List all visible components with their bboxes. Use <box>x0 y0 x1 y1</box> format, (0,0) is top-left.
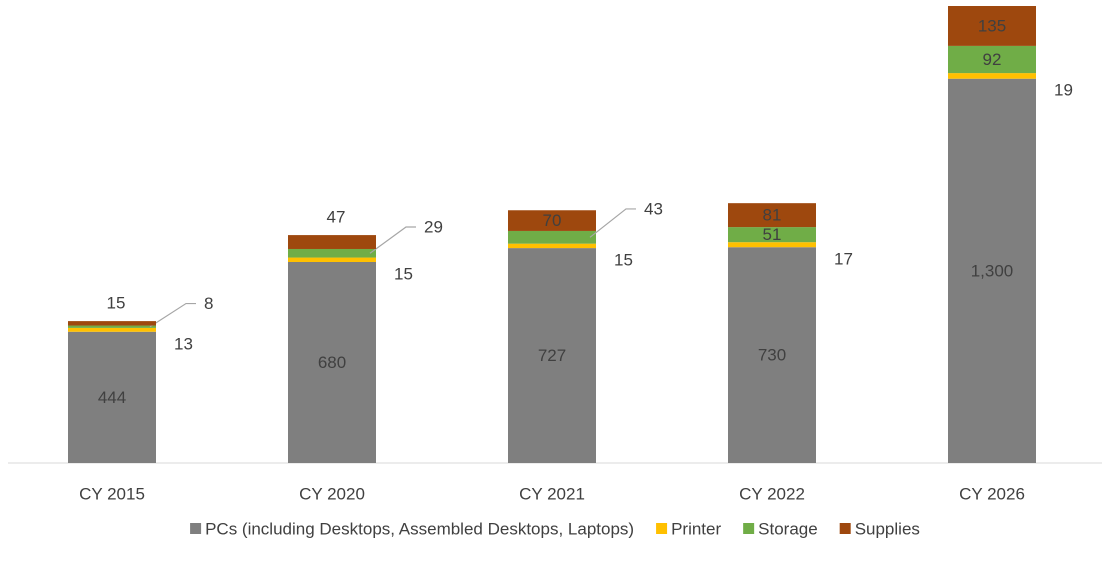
leader-line <box>589 208 636 238</box>
bar-segment <box>508 248 596 463</box>
data-label: 1,300 <box>971 261 1014 280</box>
data-label: 19 <box>1054 81 1073 100</box>
bar-segment <box>948 45 1036 74</box>
data-label: 70 <box>543 211 562 230</box>
data-label: 135 <box>978 16 1006 35</box>
x-tick-label: CY 2015 <box>79 484 145 503</box>
bar-segment <box>508 230 596 244</box>
bar-segment <box>728 203 816 228</box>
data-label: 680 <box>318 353 346 372</box>
legend-swatch <box>743 523 755 534</box>
bar-segment <box>68 325 156 328</box>
legend-swatch <box>190 523 202 534</box>
data-label: 51 <box>763 225 782 244</box>
bar-segment <box>508 243 596 249</box>
bar-segment <box>288 261 376 463</box>
bar-segment <box>288 257 376 262</box>
data-label: 15 <box>394 264 413 283</box>
data-label: 15 <box>107 294 126 313</box>
data-label: 47 <box>327 208 346 227</box>
legend-label: PCs (including Desktops, Assembled Deskt… <box>205 519 634 538</box>
bar-segment <box>68 331 156 463</box>
legend-swatch <box>656 523 668 534</box>
data-label: 92 <box>983 50 1002 69</box>
data-label: 730 <box>758 346 786 365</box>
x-tick-label: CY 2020 <box>299 484 365 503</box>
bar-segment <box>288 248 376 258</box>
bar-segment <box>948 6 1036 46</box>
legend-label: Storage <box>758 519 818 538</box>
bar-segment <box>948 73 1036 79</box>
data-label: 444 <box>98 388 126 407</box>
legend-swatch <box>839 523 851 534</box>
data-label: 29 <box>424 217 443 236</box>
bar-segment <box>728 242 816 248</box>
x-tick-label: CY 2026 <box>959 484 1025 503</box>
leader-line <box>369 226 416 254</box>
data-label: 15 <box>614 251 633 270</box>
bar-segment <box>948 78 1036 463</box>
data-label: 8 <box>204 294 213 313</box>
bar-segment <box>728 227 816 243</box>
legend-label: Printer <box>671 519 721 538</box>
data-label: 81 <box>763 206 782 225</box>
legend-label: Supplies <box>855 519 920 538</box>
x-tick-label: CY 2021 <box>519 484 585 503</box>
bar-segment <box>288 235 376 249</box>
leader-line <box>149 302 196 328</box>
data-label: 17 <box>834 249 853 268</box>
bar-segment <box>728 247 816 463</box>
x-tick-label: CY 2022 <box>739 484 805 503</box>
data-label: 13 <box>174 335 193 354</box>
bar-segment <box>508 210 596 231</box>
data-label: 43 <box>644 199 663 218</box>
bar-segment <box>68 321 156 326</box>
data-label: 727 <box>538 346 566 365</box>
bar-segment <box>68 327 156 332</box>
